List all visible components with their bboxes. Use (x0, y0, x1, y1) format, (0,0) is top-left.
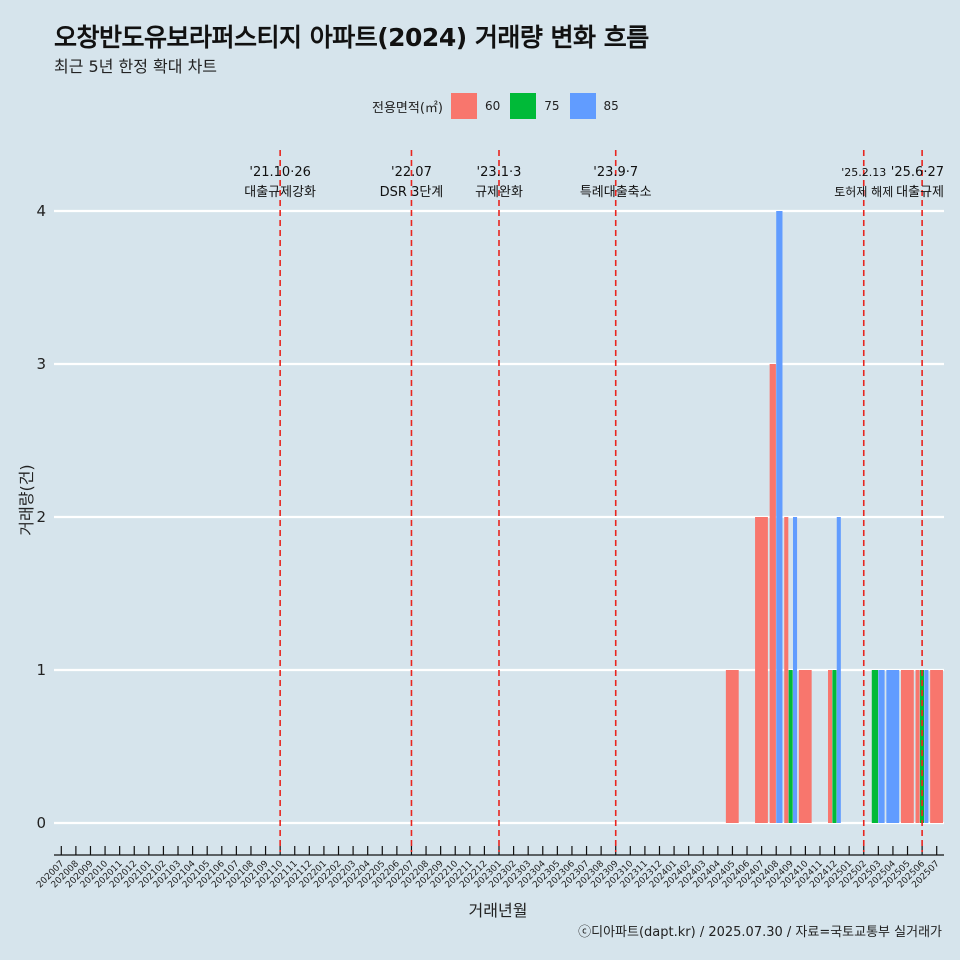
legend-title: 전용면적(㎡) (372, 100, 443, 116)
legend-label-75: 75 (544, 99, 560, 113)
legend-label-60: 60 (484, 99, 501, 113)
event-label: 특례대출축소 (580, 185, 652, 200)
legend-label-85: 85 (603, 99, 619, 113)
source-caption: ⓒ디아파트(dapt.kr) / 2025.07.30 / 자료=국토교통부 실… (578, 925, 942, 940)
chart-subtitle: 최근 5년 한정 확대 차트 (54, 57, 218, 76)
bar-75-202412 (832, 670, 837, 823)
event-label: 규제완화 (475, 185, 523, 200)
y-tick-label: 1 (36, 661, 46, 679)
legend-swatch-75 (510, 93, 537, 119)
bar-75-202506 (919, 670, 925, 823)
chart-title: 오창반도유보라퍼스티지 아파트(2024) 거래량 변화 흐름 (54, 23, 649, 52)
event-label: 토허제 해제 (834, 185, 893, 199)
bar-60-202408 (769, 364, 776, 823)
x-axis-label: 거래년월 (468, 901, 528, 920)
legend-item-75: 75 (510, 93, 563, 119)
legend: 전용면적(㎡) 60 75 85 (372, 93, 629, 119)
bar-85-202504 (886, 670, 900, 823)
legend-swatch-60 (450, 93, 477, 119)
y-tick-label: 4 (36, 202, 46, 220)
y-tick-label: 2 (36, 508, 46, 526)
legend-item-85: 85 (569, 93, 623, 119)
bar-85-202506 (924, 670, 929, 823)
event-date-label: '21.10·26 (249, 165, 310, 180)
bar-60-202505 (900, 670, 914, 823)
bar-85-202503 (878, 670, 885, 823)
bar-60-202412 (828, 670, 833, 823)
legend-item-60: 60 (450, 93, 504, 119)
event-date-label: '22.07 (391, 165, 432, 180)
bar-60-202407 (755, 517, 768, 823)
bar-85-202408 (776, 211, 783, 823)
y-tick-label: 3 (36, 355, 46, 373)
bar-60-202405 (725, 670, 739, 823)
legend-swatch-85 (569, 93, 596, 119)
event-date-label: '25.6·27 (891, 165, 944, 180)
bar-60-202506 (915, 670, 920, 823)
event-label: DSR 3단계 (380, 185, 444, 200)
bar-85-202409 (792, 517, 798, 823)
y-tick-label: 0 (36, 814, 46, 832)
bar-60-202409 (784, 517, 789, 823)
bar-60-202507 (930, 670, 943, 823)
event-date-label: '25.2.13 (841, 166, 886, 179)
bar-75-202409 (788, 670, 793, 823)
event-label: 대출규제 (896, 185, 944, 200)
y-axis-label: 거래량(건) (17, 464, 37, 536)
event-date-label: '23.1·3 (477, 165, 522, 180)
event-date-label: '23.9·7 (593, 165, 638, 180)
event-label: 대출규제강화 (244, 185, 316, 200)
bar-60-202410 (798, 670, 812, 823)
bar-75-202503 (871, 670, 879, 823)
bar-85-202412 (836, 517, 841, 823)
